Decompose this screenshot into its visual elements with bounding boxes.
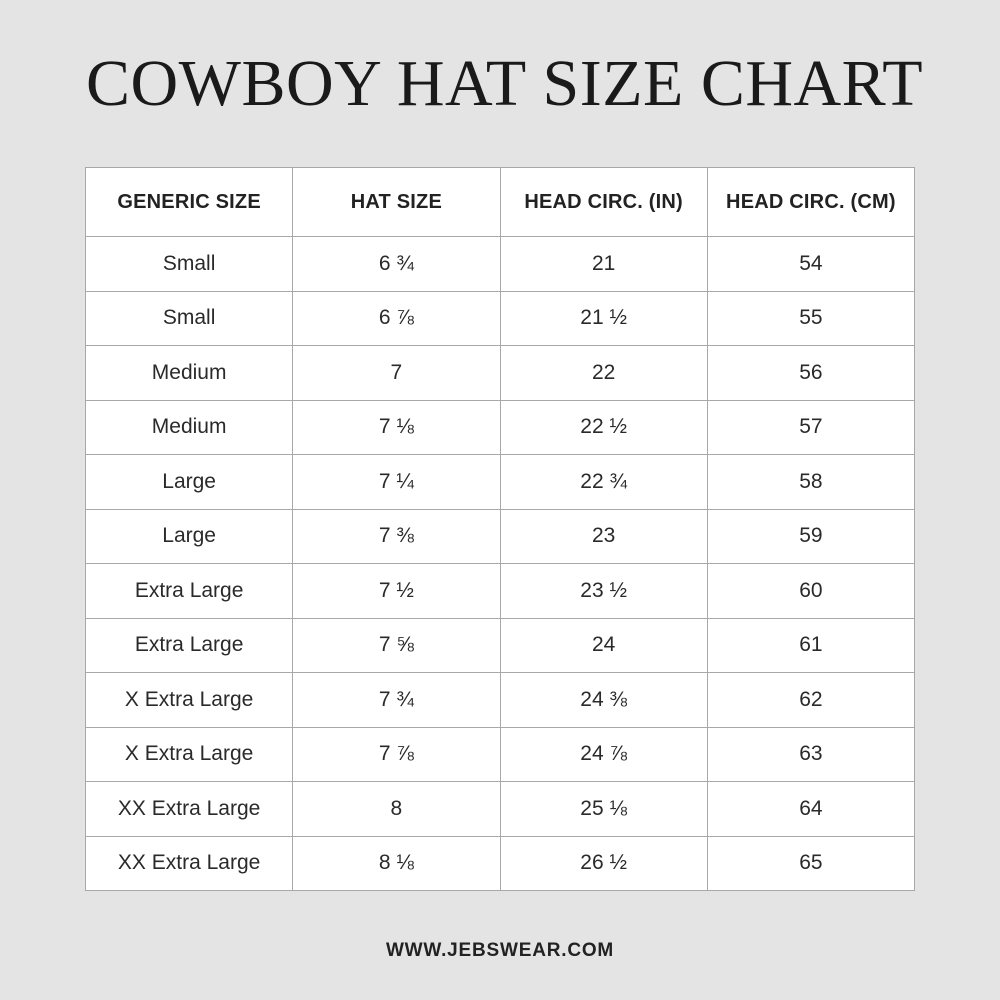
header-head-circ-in: HEAD CIRC. (IN): [499, 167, 708, 237]
table-row: Medium 7 22 56: [84, 345, 916, 401]
cell-generic-size: Large: [84, 454, 294, 510]
cell-head-circ-cm: 57: [706, 399, 916, 455]
cell-generic-size: Small: [84, 236, 294, 292]
cell-hat-size: 7: [292, 345, 501, 401]
cell-head-circ-in: 21: [499, 236, 708, 292]
size-chart-table: GENERIC SIZE HAT SIZE HEAD CIRC. (IN) HE…: [84, 167, 916, 891]
table-row: Medium 7 ⅛ 22 ½ 57: [84, 399, 916, 455]
cell-head-circ-in: 22 ¾: [499, 454, 708, 510]
cell-head-circ-in: 23 ½: [499, 563, 708, 619]
table-row: Large 7 ⅜ 23 59: [84, 508, 916, 564]
cell-head-circ-cm: 60: [706, 563, 916, 619]
header-generic-size: GENERIC SIZE: [84, 167, 294, 237]
cell-hat-size: 6 ⅞: [292, 290, 501, 346]
cell-generic-size: Small: [84, 290, 294, 346]
cell-head-circ-in: 26 ½: [499, 835, 708, 891]
table-row: Large 7 ¼ 22 ¾ 58: [84, 454, 916, 510]
cell-head-circ-cm: 54: [706, 236, 916, 292]
website-url: WWW.JEBSWEAR.COM: [385, 940, 615, 961]
cell-head-circ-cm: 64: [706, 781, 916, 837]
cell-head-circ-cm: 65: [706, 835, 916, 891]
cell-head-circ-in: 24 ⅜: [499, 672, 708, 728]
header-head-circ-cm: HEAD CIRC. (CM): [706, 167, 916, 237]
table-row: X Extra Large 7 ⅞ 24 ⅞ 63: [84, 726, 916, 782]
cell-generic-size: XX Extra Large: [84, 781, 294, 837]
cell-generic-size: Medium: [84, 399, 294, 455]
cell-head-circ-cm: 59: [706, 508, 916, 564]
cell-head-circ-cm: 61: [706, 617, 916, 673]
cell-hat-size: 7 ⅜: [292, 508, 501, 564]
cell-head-circ-cm: 55: [706, 290, 916, 346]
cell-hat-size: 8 ⅛: [292, 835, 501, 891]
table-row: XX Extra Large 8 25 ⅛ 64: [84, 781, 916, 837]
page-title: COWBOY HAT SIZE CHART: [86, 47, 924, 120]
cell-head-circ-in: 24: [499, 617, 708, 673]
cell-generic-size: Medium: [84, 345, 294, 401]
table-row: Extra Large 7 ½ 23 ½ 60: [84, 563, 916, 619]
cell-head-circ-in: 25 ⅛: [499, 781, 708, 837]
cell-hat-size: 7 ⅝: [292, 617, 501, 673]
cell-head-circ-in: 22 ½: [499, 399, 708, 455]
cell-head-circ-cm: 56: [706, 345, 916, 401]
cell-generic-size: X Extra Large: [84, 726, 294, 782]
table-header-row: GENERIC SIZE HAT SIZE HEAD CIRC. (IN) HE…: [84, 167, 916, 237]
cell-head-circ-cm: 58: [706, 454, 916, 510]
cell-head-circ-in: 21 ½: [499, 290, 708, 346]
cell-generic-size: Extra Large: [84, 563, 294, 619]
cell-generic-size: Extra Large: [84, 617, 294, 673]
cell-head-circ-in: 23: [499, 508, 708, 564]
cell-hat-size: 7 ¾: [292, 672, 501, 728]
table-row: Small 6 ⅞ 21 ½ 55: [84, 290, 916, 346]
cell-hat-size: 7 ½: [292, 563, 501, 619]
cell-generic-size: XX Extra Large: [84, 835, 294, 891]
cell-hat-size: 8: [292, 781, 501, 837]
cell-hat-size: 6 ¾: [292, 236, 501, 292]
table-row: Small 6 ¾ 21 54: [84, 236, 916, 292]
cell-head-circ-cm: 63: [706, 726, 916, 782]
cell-hat-size: 7 ⅛: [292, 399, 501, 455]
cell-generic-size: Large: [84, 508, 294, 564]
cell-head-circ-cm: 62: [706, 672, 916, 728]
header-hat-size: HAT SIZE: [292, 167, 501, 237]
cell-head-circ-in: 22: [499, 345, 708, 401]
cell-hat-size: 7 ¼: [292, 454, 501, 510]
table-row: X Extra Large 7 ¾ 24 ⅜ 62: [84, 672, 916, 728]
cell-hat-size: 7 ⅞: [292, 726, 501, 782]
table-row: Extra Large 7 ⅝ 24 61: [84, 617, 916, 673]
cell-head-circ-in: 24 ⅞: [499, 726, 708, 782]
table-row: XX Extra Large 8 ⅛ 26 ½ 65: [84, 835, 916, 891]
cell-generic-size: X Extra Large: [84, 672, 294, 728]
